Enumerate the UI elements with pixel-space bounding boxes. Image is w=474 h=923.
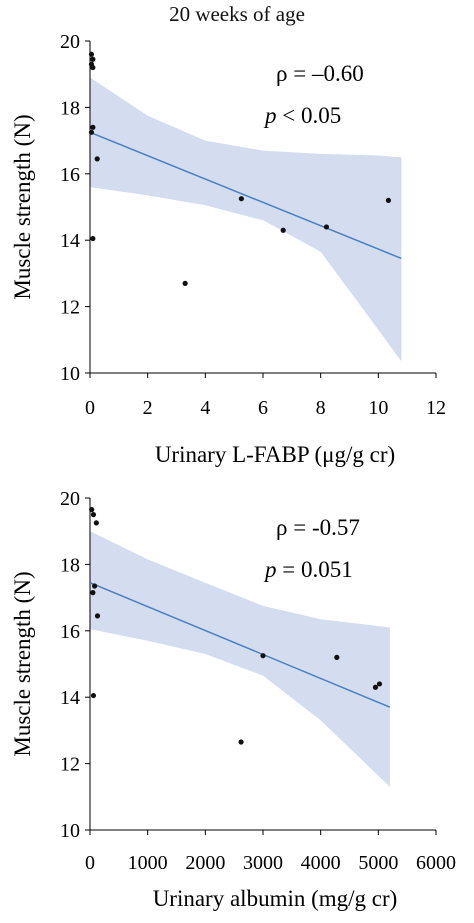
chart-1-y-tick-label: 14: [60, 230, 80, 252]
chart-1-x-tick-label: 10: [368, 397, 388, 419]
chart-2-data-point: [334, 654, 340, 660]
chart-2-y-tick-label: 18: [60, 554, 80, 576]
chart-2-y-tick-label: 10: [60, 820, 80, 842]
chart-2-regression-line: [89, 581, 391, 708]
chart-2-data-point: [94, 613, 101, 619]
chart-2-data-point: [238, 739, 244, 745]
chart-1-x-tick-label: 12: [426, 397, 446, 419]
chart-2-confidence-band: [90, 531, 390, 787]
chart-1-x-tick-label: 6: [258, 397, 268, 419]
chart-1-y-axis-label: Muscle strength (N): [10, 114, 35, 299]
chart-2-rho-annotation: ρ = -0.57: [276, 515, 360, 540]
chart-1-data-point: [88, 51, 95, 57]
chart-2-x-axis-label: Urinary albumin (mg/g cr): [153, 886, 398, 911]
chart-1-y-tick-label: 10: [60, 363, 80, 385]
chart-2-data-point: [90, 590, 96, 596]
chart-2-p-value-annotation: p = 0.051: [263, 557, 353, 582]
chart-1-data-point: [385, 197, 392, 203]
chart-1-y-tick-label: 18: [60, 97, 80, 119]
chart-2-x-tick-label: 6000: [416, 852, 456, 874]
chart-1-x-tick-label: 4: [200, 397, 210, 419]
chart-1-y-tick-label: 12: [60, 297, 80, 319]
chart-1-data-point: [88, 129, 95, 135]
chart-1-data-point: [182, 280, 188, 286]
chart-2-data-point: [90, 692, 97, 699]
chart-1-x-tick-label: 8: [316, 397, 326, 419]
chart-1-p-value-annotation: p < 0.05: [263, 103, 341, 128]
chart-1-data-point: [94, 156, 100, 162]
chart-1-x-axis-label: Urinary L-FABP (μg/g cr): [155, 442, 395, 467]
chart-2-x-tick-label: 3000: [243, 852, 283, 874]
chart-2-data-point: [92, 583, 98, 589]
chart-2-data-point: [90, 511, 97, 518]
chart-1-data-point: [90, 64, 96, 71]
chart-1-y-tick-label: 16: [60, 164, 80, 186]
chart-2-x-tick-label: 2000: [185, 852, 225, 874]
chart-1-data-point: [280, 227, 286, 233]
chart-2-data-point: [372, 684, 379, 690]
chart-1-data-point: [90, 124, 96, 130]
chart-2-x-tick-label: 1000: [128, 852, 168, 874]
chart-2-y-tick-label: 20: [60, 488, 80, 510]
chart-1-y-tick-label: 20: [60, 31, 80, 53]
chart-2-y-tick-label: 14: [60, 687, 80, 709]
chart-1-x-tick-label: 0: [85, 397, 95, 419]
chart-1-x-tick-label: 2: [143, 397, 153, 419]
chart-1-data-point: [323, 224, 330, 230]
chart-2-y-tick-label: 16: [60, 621, 80, 643]
chart-2-x-tick-label: 4000: [301, 852, 341, 874]
chart-2-y-axis-label: Muscle strength (N): [10, 571, 35, 756]
chart-1-data-point: [90, 56, 96, 62]
chart-2-y-tick-label: 12: [60, 754, 80, 776]
chart-2-data-point: [376, 681, 383, 687]
chart-2-data-point: [260, 653, 266, 659]
chart-2-data-point: [89, 507, 95, 513]
chart-1-rho-annotation: ρ = –0.60: [276, 61, 364, 86]
chart-2-x-tick-label: 5000: [358, 852, 398, 874]
chart-1-data-point: [90, 235, 96, 242]
chart-1-regression-line: [89, 131, 402, 260]
chart-1-confidence-band: [90, 77, 402, 362]
chart-2-x-tick-label: 0: [85, 852, 95, 874]
chart-2-data-point: [93, 520, 99, 526]
figure-title: 20 weeks of age: [169, 2, 305, 26]
chart-1-data-point: [238, 196, 244, 202]
